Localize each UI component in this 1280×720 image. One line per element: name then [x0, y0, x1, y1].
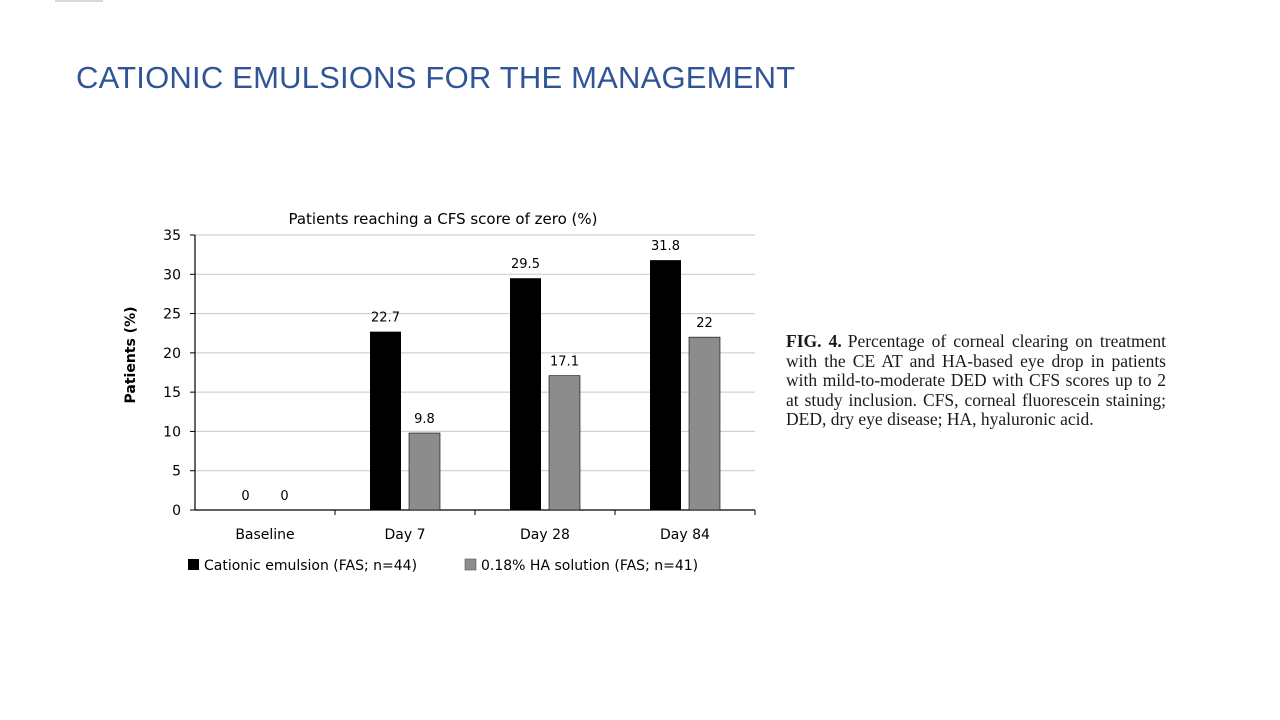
data-label: 29.5: [511, 257, 540, 272]
legend-swatch: [188, 559, 199, 570]
data-label: 17.1: [550, 355, 579, 370]
data-label: 0: [241, 489, 249, 504]
x-tick-label: Baseline: [235, 527, 294, 543]
bars: [370, 260, 721, 511]
data-label: 22.7: [371, 311, 400, 326]
y-axis-title: Patients (%): [123, 306, 139, 403]
y-tick-label: 35: [163, 228, 181, 244]
y-tick-label: 30: [163, 267, 181, 283]
bar-ha-solution: [688, 336, 721, 511]
data-label: 9.8: [414, 412, 435, 427]
data-label: 22: [696, 316, 713, 331]
data-label: 0: [280, 489, 288, 504]
legend-label: 0.18% HA solution (FAS; n=41): [481, 558, 698, 574]
x-tick-label: Day 7: [384, 527, 425, 543]
legend: Cationic emulsion (FAS; n=44) 0.18% HA so…: [188, 558, 698, 574]
x-tick-label: Day 84: [660, 527, 710, 543]
legend-swatch: [464, 558, 477, 571]
corner-accent-line: [55, 0, 103, 2]
data-labels: 0 0 22.7 9.8 29.5 17.1 31.8 22: [241, 239, 712, 504]
figure-label: FIG. 4.: [786, 331, 842, 351]
gridlines: [195, 234, 755, 472]
bar-chart: Patients reaching a CFS score of zero (%…: [123, 210, 756, 574]
figure-caption: FIG. 4. Percentage of corneal clearing on…: [786, 331, 1166, 430]
figure-caption-text: Percentage of corneal clearing on treatm…: [786, 331, 1166, 429]
bar-ha-solution: [548, 375, 581, 511]
y-tick-label: 15: [163, 385, 181, 401]
bar-cationic-emulsion: [370, 331, 401, 510]
y-tick-label: 20: [163, 346, 181, 362]
bar-cationic-emulsion: [650, 260, 681, 510]
y-tick-label: 0: [172, 503, 181, 519]
bar-cationic-emulsion: [510, 278, 541, 510]
data-label: 31.8: [651, 239, 680, 254]
x-tick-label: Day 28: [520, 527, 570, 543]
bar-ha-solution: [408, 432, 441, 511]
axes: 0 5 10 15 20 25 30 35 Baseline Day 7 Day 28 Day 84: [163, 228, 756, 543]
chart-title: Patients reaching a CFS score of zero (%…: [288, 210, 597, 228]
slide-title: CATIONIC EMULSIONS FOR THE MANAGEMENT: [76, 60, 796, 95]
y-tick-label: 10: [163, 424, 181, 440]
y-tick-label: 5: [172, 464, 181, 480]
y-tick-label: 25: [163, 307, 181, 323]
bar-chart-figure: Patients reaching a CFS score of zero (%…: [100, 195, 780, 595]
legend-label: Cationic emulsion (FAS; n=44): [204, 558, 417, 574]
